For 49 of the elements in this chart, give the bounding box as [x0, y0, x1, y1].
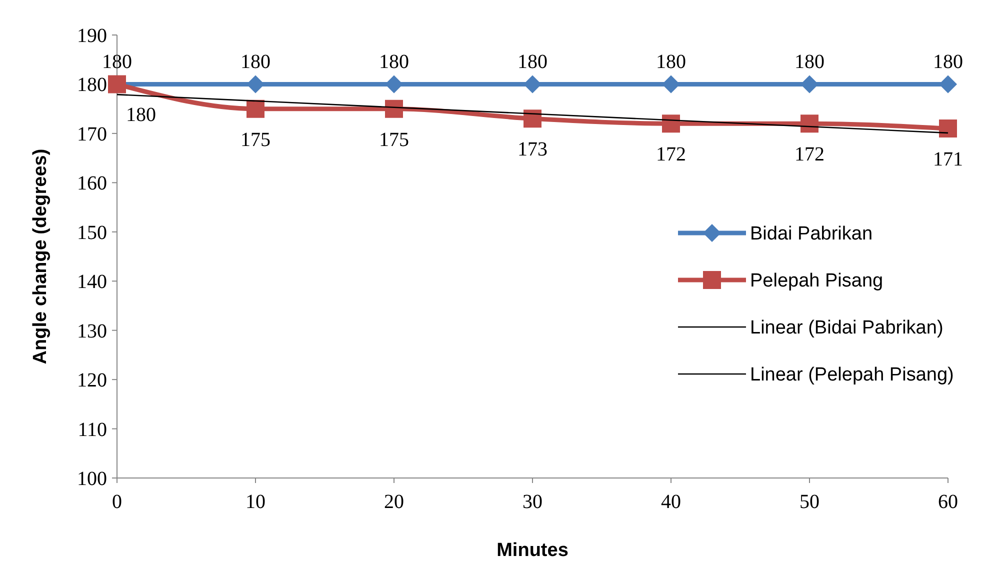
data-label: 180	[126, 104, 156, 126]
data-label: 180	[240, 51, 270, 74]
y-tick-label: 120	[77, 370, 107, 392]
x-axis-title: Minutes	[496, 540, 568, 561]
y-tick-label: 140	[77, 271, 107, 294]
data-label: 180	[379, 51, 409, 74]
data-label: 172	[794, 144, 824, 166]
point	[800, 114, 818, 133]
data-label: 175	[240, 128, 270, 151]
x-tick-label: 50	[800, 491, 820, 513]
legend-label: Linear (Pelepah Pisang)	[750, 364, 954, 386]
data-label: 180	[102, 51, 132, 74]
y-tick-label: 170	[77, 123, 107, 146]
y-tick-label: 100	[77, 468, 107, 490]
legend-label: Pelepah Pisang	[750, 270, 884, 292]
y-tick-label: 110	[78, 418, 107, 441]
legend-label: Bidai Pabrikan	[750, 224, 873, 245]
y-tick-label: 130	[77, 320, 107, 342]
point	[939, 75, 957, 94]
point	[385, 75, 403, 94]
point	[662, 114, 680, 133]
data-label: 171	[933, 148, 963, 171]
data-label: 180	[518, 51, 548, 74]
y-tick-label: 180	[77, 74, 107, 96]
point	[524, 110, 542, 128]
x-tick-label: 40	[661, 491, 681, 513]
data-label: 175	[379, 128, 409, 151]
x-tick-label: 30	[522, 491, 542, 513]
y-axis-title: Angle change (degrees)	[30, 148, 51, 364]
y-tick-label: 160	[77, 172, 107, 195]
point	[524, 75, 542, 94]
point	[662, 75, 680, 94]
x-tick-label: 10	[246, 491, 266, 513]
legend-label: Linear (Bidai Pabrikan)	[750, 318, 944, 339]
point	[800, 75, 818, 94]
point	[246, 100, 264, 118]
data-label: 172	[656, 144, 686, 166]
data-label: 180	[794, 51, 824, 74]
x-tick-label: 0	[112, 491, 122, 513]
x-tick-label: 60	[938, 491, 958, 513]
x-tick-label: 20	[384, 491, 404, 513]
data-label: 180	[656, 51, 686, 74]
y-tick-label: 190	[77, 25, 107, 47]
data-label: 180	[933, 51, 963, 74]
data-label: 173	[518, 138, 548, 161]
y-tick-label: 150	[77, 222, 107, 244]
point	[939, 120, 957, 138]
point	[385, 100, 403, 118]
point	[246, 75, 264, 94]
